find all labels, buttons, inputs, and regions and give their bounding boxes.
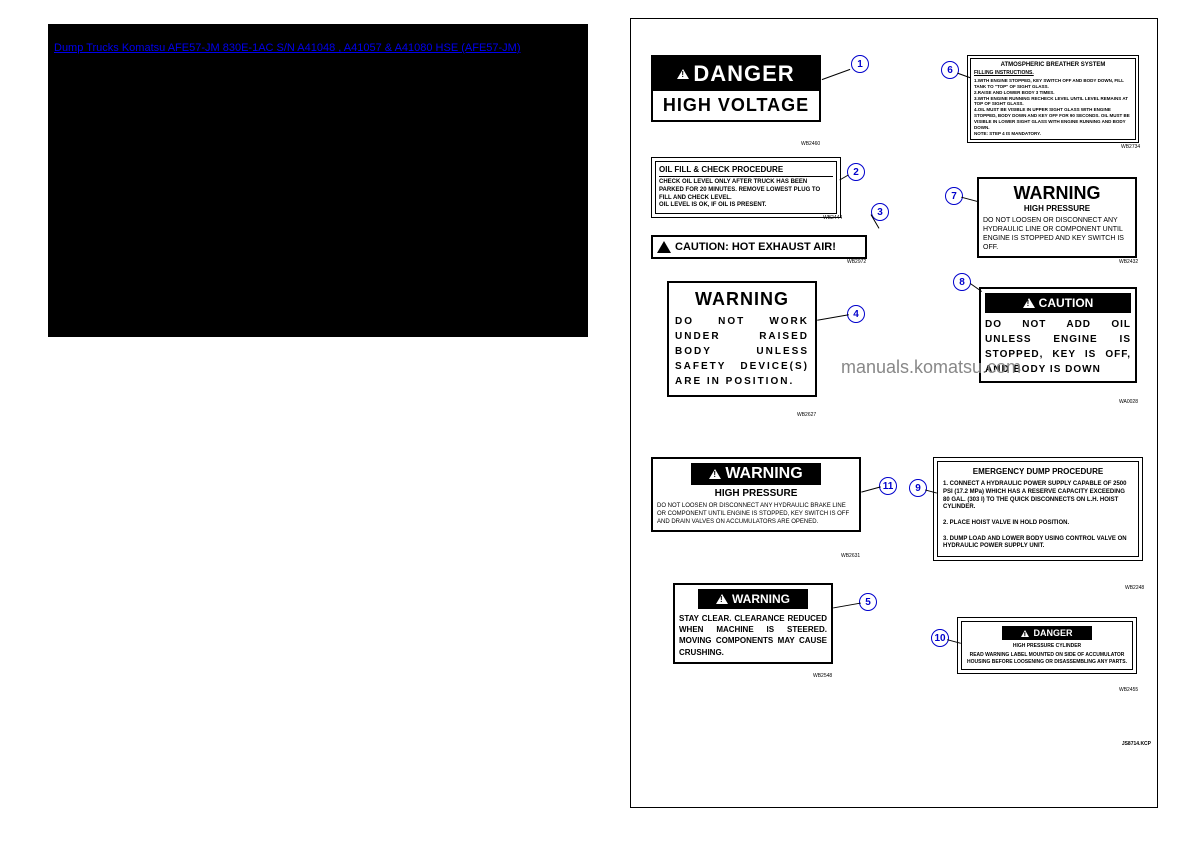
label-code: WB2455 (1119, 687, 1138, 693)
callout-2: 2 (847, 163, 865, 181)
header-text: DANGER (693, 61, 794, 87)
label-code: WB2734 (1121, 144, 1140, 150)
body-text: CAUTION: HOT EXHAUST AIR! (675, 241, 836, 253)
warning-triangle-icon (709, 469, 721, 479)
document-title-link[interactable]: Dump Trucks Komatsu AFE57-JM 830E-1AC S/… (54, 42, 521, 54)
sub-text: HIGH PRESSURE (657, 488, 855, 499)
label-warning-raised-body: WARNING DO NOT WORK UNDER RAISED BODY UN… (667, 281, 817, 397)
label-code: WB2432 (1119, 259, 1138, 265)
header-text: WARNING (725, 465, 802, 483)
title-text: OIL FILL & CHECK PROCEDURE (659, 165, 833, 177)
body-text: STAY CLEAR. CLEARANCE REDUCED WHEN MACHI… (679, 613, 827, 658)
body-text: DO NOT WORK UNDER RAISED BODY UNLESS SAF… (675, 314, 809, 389)
label-caution-oil: CAUTION DO NOT ADD OIL UNLESS ENGINE IS … (979, 287, 1137, 383)
label-emergency-dump: EMERGENCY DUMP PROCEDURE 1. CONNECT A HY… (933, 457, 1143, 561)
callout-5: 5 (859, 593, 877, 611)
body-text: 1. CONNECT A HYDRAULIC POWER SUPPLY CAPA… (943, 481, 1133, 551)
label-danger-cylinder: DANGER HIGH PRESSURE CYLINDER READ WARNI… (957, 617, 1137, 674)
left-panel: Dump Trucks Komatsu AFE57-JM 830E-1AC S/… (48, 24, 588, 337)
label-code: WB2627 (797, 412, 816, 418)
label-code: WB2460 (801, 141, 820, 147)
label-code: WA0028 (1119, 399, 1138, 405)
diagram-page: DANGER HIGH VOLTAGE WB2460 OIL FILL & CH… (630, 18, 1158, 808)
title-text: EMERGENCY DUMP PROCEDURE (943, 467, 1133, 476)
warning-triangle-icon (1021, 630, 1029, 637)
header-text: WARNING (675, 289, 809, 310)
header-text: WARNING (732, 592, 790, 606)
label-caution-exhaust: CAUTION: HOT EXHAUST AIR! (651, 235, 867, 259)
drawing-code: JS8714.KCP (1122, 741, 1151, 747)
header-text: WARNING (983, 183, 1131, 204)
label-warning-clearance: WARNING STAY CLEAR. CLEARANCE REDUCED WH… (673, 583, 833, 664)
body-text: HIGH VOLTAGE (653, 91, 819, 120)
warning-triangle-icon (1023, 298, 1035, 308)
body-text: DO NOT ADD OIL UNLESS ENGINE IS STOPPED,… (985, 317, 1131, 377)
callout-9: 9 (909, 479, 927, 497)
label-code: WB2631 (841, 553, 860, 559)
title-text: ATMOSPHERIC BREATHER SYSTEM (974, 62, 1132, 68)
warning-triangle-icon (677, 69, 689, 79)
sub-text: FILLING INSTRUCTIONS. (974, 70, 1132, 76)
body-text: READ WARNING LABEL MOUNTED ON SIDE OF AC… (966, 652, 1128, 665)
body-text: 1.WITH ENGINE STOPPED, KEY SWITCH OFF AN… (974, 78, 1132, 136)
sub-text: HIGH PRESSURE CYLINDER (966, 643, 1128, 649)
header-text: CAUTION (1039, 296, 1094, 310)
body-text: DO NOT LOOSEN OR DISCONNECT ANY HYDRAULI… (657, 503, 855, 526)
callout-8: 8 (953, 273, 971, 291)
warning-triangle-icon (716, 594, 728, 604)
warning-triangle-icon (657, 241, 671, 253)
callout-4: 4 (847, 305, 865, 323)
label-warning-hp-brake: WARNING HIGH PRESSURE DO NOT LOOSEN OR D… (651, 457, 861, 532)
label-warning-hp-hydraulic: WARNING HIGH PRESSURE DO NOT LOOSEN OR D… (977, 177, 1137, 258)
label-atmospheric-breather: ATMOSPHERIC BREATHER SYSTEM FILLING INST… (967, 55, 1139, 143)
callout-10: 10 (931, 629, 949, 647)
label-code: WB2444 (823, 215, 842, 221)
sub-text: HIGH PRESSURE (983, 204, 1131, 213)
label-code: WB2548 (813, 673, 832, 679)
body-text: DO NOT LOOSEN OR DISCONNECT ANY HYDRAULI… (983, 216, 1131, 252)
callout-7: 7 (945, 187, 963, 205)
label-code: WB2248 (1125, 585, 1144, 591)
callout-11: 11 (879, 477, 897, 495)
label-code: WB2972 (847, 259, 866, 265)
callout-1: 1 (851, 55, 869, 73)
label-danger-high-voltage: DANGER HIGH VOLTAGE (651, 55, 821, 122)
label-oil-fill: OIL FILL & CHECK PROCEDURE CHECK OIL LEV… (651, 157, 841, 218)
header-text: DANGER (1033, 628, 1072, 638)
body-text: CHECK OIL LEVEL ONLY AFTER TRUCK HAS BEE… (659, 179, 833, 210)
callout-6: 6 (941, 61, 959, 79)
